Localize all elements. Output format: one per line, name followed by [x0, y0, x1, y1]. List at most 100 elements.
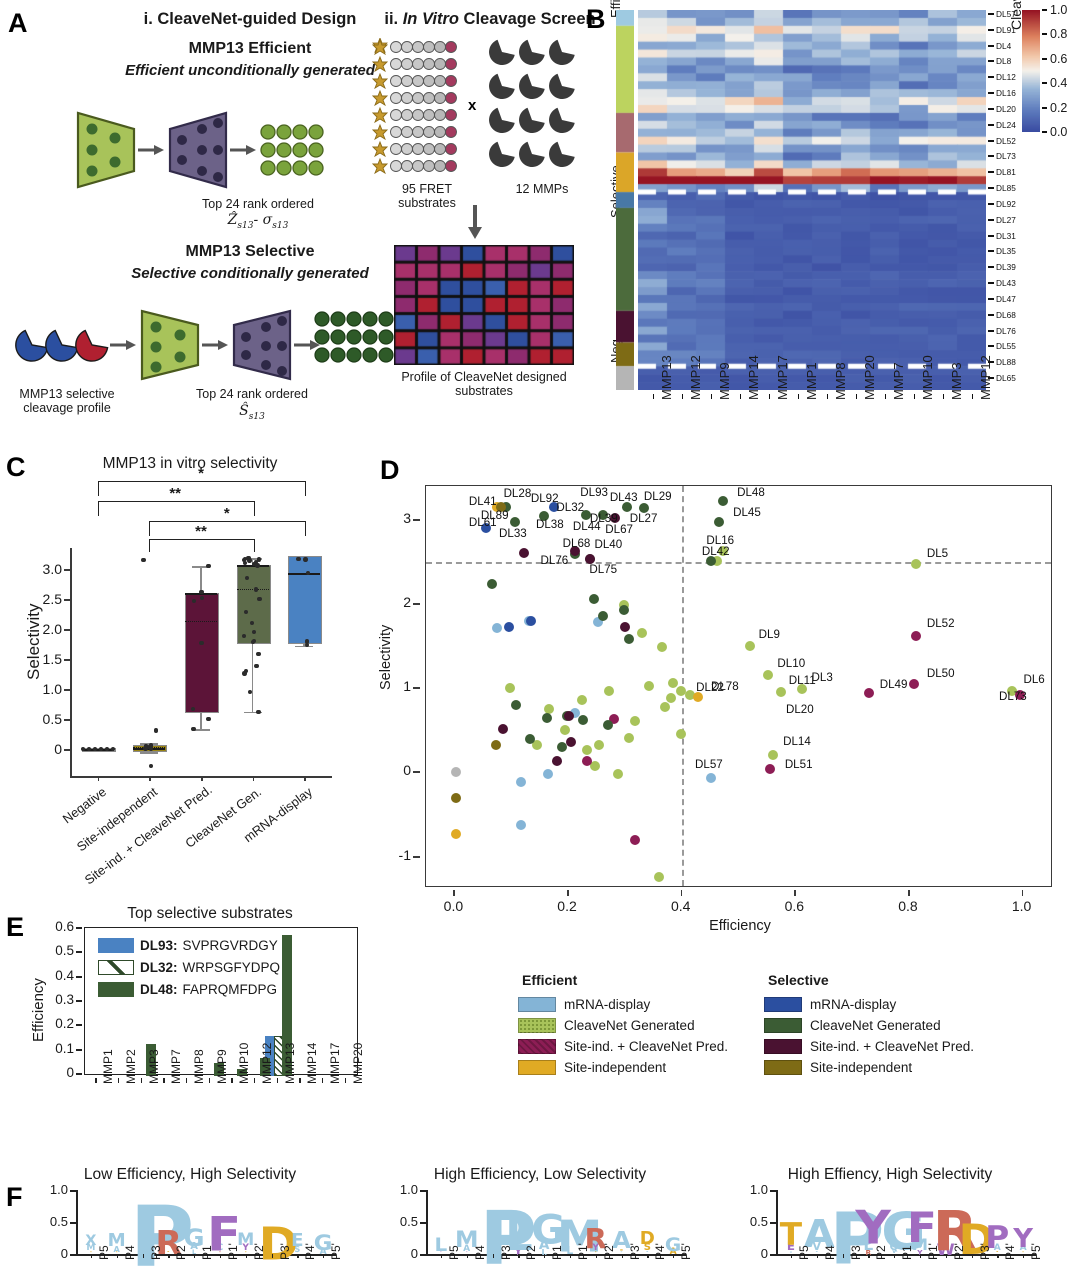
scatter-point[interactable] [637, 627, 648, 638]
scatter-point[interactable] [667, 678, 678, 689]
scatter-point[interactable] [706, 555, 717, 566]
scatter-point[interactable] [910, 559, 921, 570]
e-xtick [208, 1078, 211, 1083]
scatter-point[interactable] [490, 739, 501, 750]
scatter-point[interactable] [481, 523, 492, 534]
scatter-point[interactable] [503, 622, 514, 633]
scatter-point[interactable] [717, 545, 728, 556]
scatter-point[interactable] [610, 513, 621, 523]
scatter-point[interactable] [543, 769, 554, 779]
bar[interactable] [282, 934, 293, 1076]
cleavage-efficiency-heatmap[interactable] [638, 10, 986, 390]
scatter-point[interactable] [909, 678, 920, 689]
scatter-point[interactable] [1007, 685, 1018, 696]
scatter-point[interactable] [590, 761, 601, 772]
efficiency-selectivity-scatter[interactable]: DL41 DL28 DL89 DL61 DL33 DL92 DL38 DL93 DL32 DL44… [425, 485, 1052, 887]
scatter-point[interactable] [619, 604, 630, 615]
scatter-point[interactable] [630, 834, 641, 845]
scatter-point[interactable] [519, 548, 530, 559]
scatter-point[interactable] [543, 704, 554, 715]
bar[interactable] [146, 1043, 157, 1076]
scatter-point[interactable] [516, 776, 527, 787]
scatter-point[interactable] [584, 554, 595, 565]
scatter-point[interactable] [609, 714, 620, 725]
scatter-point[interactable] [509, 517, 520, 528]
scatter-point[interactable] [863, 688, 874, 699]
scatter-point[interactable] [563, 710, 574, 721]
scatter-point[interactable] [581, 745, 592, 756]
scatter-point[interactable] [618, 599, 629, 610]
scatter-point[interactable] [504, 683, 515, 694]
scatter-point[interactable] [538, 511, 549, 522]
scatter-point[interactable] [603, 686, 614, 697]
scatter-point[interactable] [557, 742, 568, 753]
scatter-point[interactable] [653, 871, 664, 882]
scatter-point[interactable] [578, 715, 589, 726]
scatter-point[interactable] [910, 630, 921, 641]
scatter-point[interactable] [565, 737, 576, 747]
boxplot-box[interactable] [288, 555, 323, 644]
scatter-point[interactable] [552, 756, 563, 767]
boxplot-box[interactable] [185, 593, 219, 713]
scatter-point[interactable] [643, 681, 654, 692]
scatter-point[interactable] [593, 617, 604, 628]
bar[interactable] [214, 1062, 225, 1076]
bar[interactable] [259, 1057, 270, 1076]
scatter-point[interactable] [624, 634, 635, 645]
scatter-point[interactable] [515, 819, 526, 830]
scatter-point[interactable] [588, 593, 599, 604]
scatter-point[interactable] [594, 739, 605, 750]
scatter-point[interactable] [576, 694, 587, 705]
selectivity-boxplot[interactable] [70, 548, 332, 778]
scatter-point[interactable] [598, 509, 609, 520]
bar[interactable] [236, 1069, 247, 1076]
scatter-point[interactable] [675, 686, 686, 697]
scatter-point[interactable] [711, 555, 722, 566]
scatter-point[interactable] [638, 502, 649, 513]
top-selective-substrates-chart[interactable] [84, 927, 358, 1076]
scatter-point[interactable] [763, 670, 774, 681]
scatter-point[interactable] [623, 732, 634, 743]
scatter-point[interactable] [717, 496, 728, 507]
scatter-point[interactable] [621, 502, 632, 513]
scatter-point[interactable] [714, 517, 725, 528]
scatter-point[interactable] [1014, 689, 1025, 700]
scatter-point[interactable] [603, 720, 614, 731]
scatter-point[interactable] [570, 707, 581, 718]
d-ytick-label: 2 [403, 593, 411, 610]
scatter-point[interactable] [613, 769, 624, 779]
scatter-point[interactable] [657, 641, 668, 652]
scatter-point[interactable] [450, 767, 461, 778]
scatter-point[interactable] [496, 502, 506, 513]
scatter-point[interactable] [510, 699, 521, 710]
scatter-point[interactable] [451, 792, 462, 803]
scatter-point[interactable] [524, 734, 535, 745]
scatter-point[interactable] [764, 763, 775, 774]
scatter-point[interactable] [569, 545, 580, 556]
scatter-point[interactable] [560, 725, 571, 736]
scatter-point[interactable] [548, 502, 559, 513]
scatter-point[interactable] [705, 773, 716, 784]
scatter-point[interactable] [768, 749, 779, 760]
scatter-point[interactable] [542, 713, 553, 724]
scatter-point[interactable] [492, 623, 503, 634]
scatter-point[interactable] [776, 687, 787, 698]
scatter-point[interactable] [580, 509, 591, 520]
scatter-point[interactable] [598, 610, 609, 621]
scatter-point[interactable] [744, 641, 755, 651]
scatter-point[interactable] [497, 723, 508, 734]
scatter-point[interactable] [629, 715, 640, 726]
scatter-point[interactable] [487, 578, 498, 589]
scatter-point[interactable] [676, 729, 687, 740]
scatter-point[interactable] [531, 739, 542, 750]
scatter-point[interactable] [525, 615, 536, 626]
scatter-point[interactable] [501, 502, 512, 513]
scatter-point[interactable] [619, 621, 630, 632]
scatter-point[interactable] [451, 828, 462, 839]
scatter-point[interactable] [796, 683, 807, 694]
scatter-point[interactable] [692, 692, 703, 703]
scatter-point[interactable] [685, 689, 696, 700]
scatter-point[interactable] [581, 755, 592, 766]
scatter-point[interactable] [665, 693, 676, 704]
scatter-point[interactable] [660, 702, 671, 713]
